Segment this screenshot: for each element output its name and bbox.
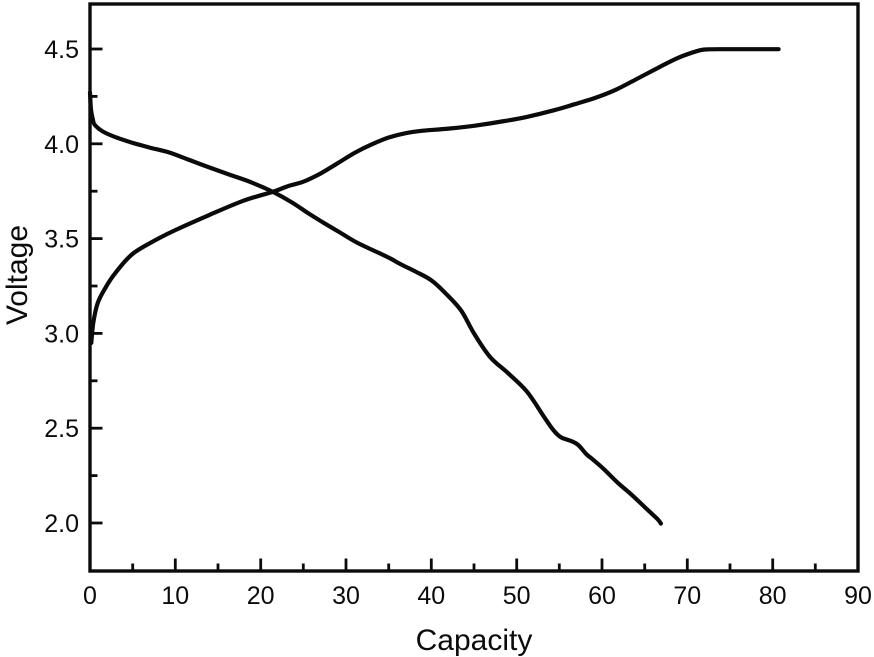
svg-text:50: 50	[503, 582, 531, 610]
svg-text:10: 10	[161, 582, 189, 610]
svg-text:3.0: 3.0	[44, 320, 79, 348]
svg-text:Capacity: Capacity	[416, 624, 533, 657]
svg-text:2.0: 2.0	[44, 510, 79, 538]
svg-text:80: 80	[759, 582, 787, 610]
svg-text:30: 30	[332, 582, 360, 610]
svg-text:4.0: 4.0	[44, 131, 79, 159]
svg-text:40: 40	[417, 582, 445, 610]
svg-text:Voltage: Voltage	[1, 225, 34, 325]
svg-text:3.5: 3.5	[44, 226, 79, 254]
svg-text:4.5: 4.5	[44, 36, 79, 64]
svg-text:70: 70	[673, 582, 701, 610]
svg-text:0: 0	[83, 582, 97, 610]
svg-text:90: 90	[844, 582, 872, 610]
svg-text:2.5: 2.5	[44, 415, 79, 443]
svg-text:20: 20	[247, 582, 275, 610]
svg-text:60: 60	[588, 582, 616, 610]
